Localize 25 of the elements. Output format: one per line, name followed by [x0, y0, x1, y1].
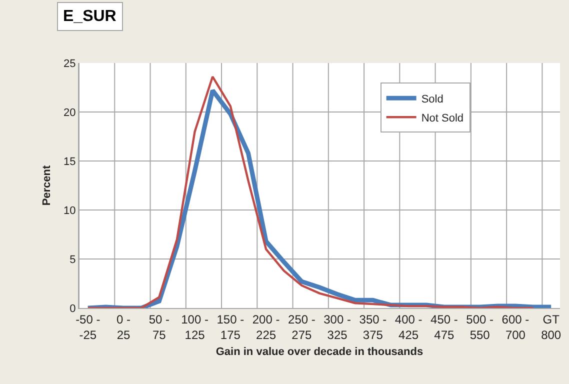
x-tick-label: 400 - 425: [394, 312, 422, 342]
x-tick-label: 50 - 75: [148, 312, 170, 342]
x-tick-label: 100 - 125: [181, 312, 208, 342]
y-axis-title: Percent: [41, 164, 54, 206]
y-tick-label: 10: [64, 204, 76, 217]
y-tick-label: 15: [64, 156, 76, 168]
legend-label: Sold: [421, 93, 444, 106]
chart-title: E_SUR: [63, 8, 117, 25]
x-tick-label: 0 - 25: [116, 312, 131, 342]
x-tick-label: 600 - 700: [502, 312, 530, 342]
x-tick-label: 450 - 475: [430, 312, 458, 342]
x-tick-label: 150 - 175: [216, 312, 244, 342]
legend-label: Not Sold: [421, 112, 464, 124]
x-tick-label: GT 800: [541, 312, 562, 342]
x-tick-label: 200 - 225: [252, 312, 280, 342]
x-tick-label: 300 - 325: [324, 312, 351, 342]
x-tick-label: -50 - -25: [76, 312, 100, 342]
x-tick-label: 250 - 275: [288, 312, 316, 342]
x-tick-label: 350 - 375: [359, 312, 387, 342]
y-tick-label: 25: [64, 58, 76, 70]
y-tick-label: 5: [70, 254, 76, 266]
x-axis-title: Gain in value over decade in thousands: [216, 346, 424, 358]
y-tick-label: 20: [64, 106, 76, 119]
y-tick-label: 0: [70, 302, 76, 315]
x-tick-label: 500 - 550: [466, 312, 494, 342]
